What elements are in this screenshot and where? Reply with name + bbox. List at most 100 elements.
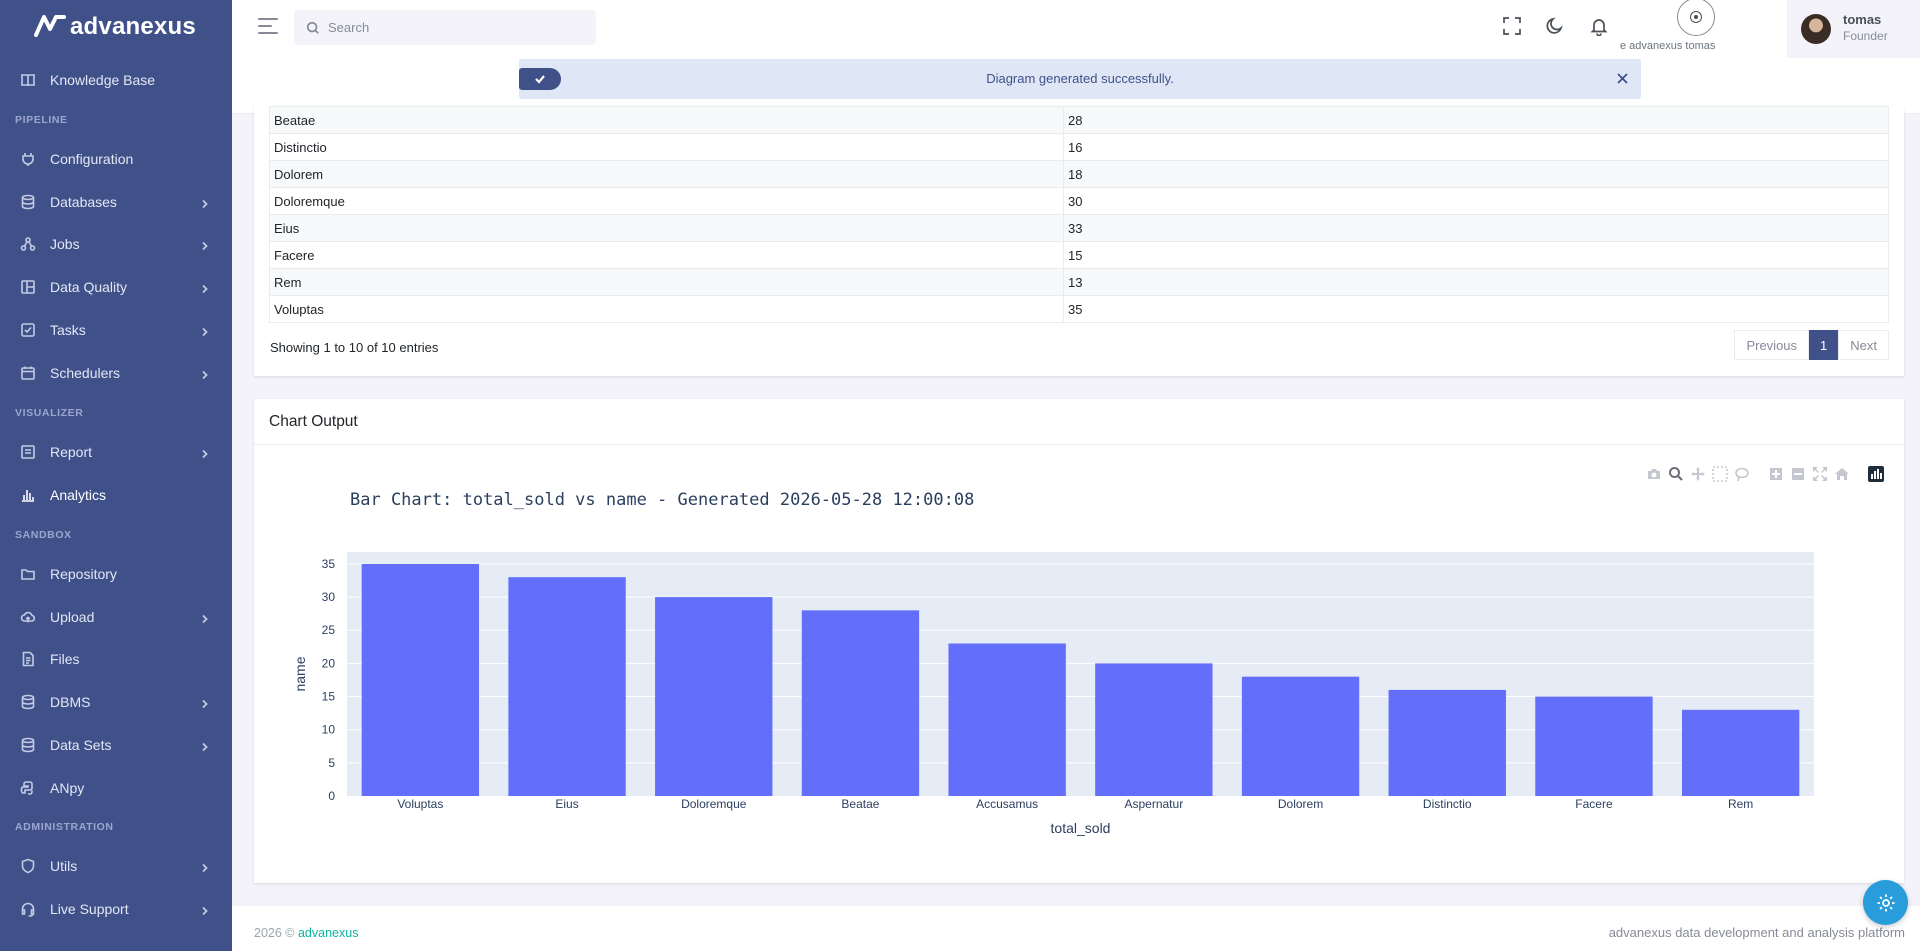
sidebar-section-title: PIPELINE [15, 114, 68, 126]
page-1-button[interactable]: 1 [1809, 330, 1839, 360]
brand-logo[interactable]: advanexus [0, 0, 232, 54]
workflow-icon [20, 236, 36, 252]
chevron-right-icon [200, 739, 210, 751]
sidebar-section-title: VISUALIZER [15, 407, 84, 419]
avatar [1801, 14, 1831, 44]
chevron-right-icon [200, 611, 210, 623]
cell-total-sold: 18 [1063, 160, 1889, 188]
notification-bell-icon[interactable] [1589, 16, 1611, 38]
chart-modebar [1646, 466, 1884, 482]
sidebar-item-label: Repository [50, 566, 117, 582]
chart-card-title: Chart Output [254, 399, 1904, 445]
sidebar-item-live-support[interactable]: Live Support [0, 889, 232, 929]
sidebar-item-label: DBMS [50, 694, 91, 711]
sidebar-item-schedulers[interactable]: Schedulers [0, 353, 232, 393]
settings-gear-button[interactable] [1863, 880, 1908, 925]
cell-name: Voluptas [269, 295, 1064, 323]
x-tick-label: Dolorem [1278, 797, 1323, 811]
chevron-right-icon [200, 196, 210, 208]
book-icon [20, 72, 36, 88]
sidebar-item-knowledge-base[interactable]: Knowledge Base [0, 60, 232, 100]
sidebar-item-anpy[interactable]: ANpy [0, 768, 232, 808]
record-button[interactable] [1677, 0, 1715, 36]
menu-toggle-icon[interactable] [258, 18, 278, 34]
calendar-icon [20, 365, 36, 381]
database-icon [20, 194, 36, 210]
headset-icon [20, 901, 36, 917]
sidebar-item-tasks[interactable]: Tasks [0, 310, 232, 350]
x-axis-title: total_sold [1051, 820, 1111, 836]
bar [1241, 676, 1360, 796]
cloud-upload-icon [20, 609, 36, 625]
sidebar-item-label: Report [50, 444, 93, 460]
y-tick-label: 35 [322, 557, 336, 571]
success-toast: Diagram generated successfully. [519, 59, 1641, 99]
box-select-icon[interactable] [1712, 466, 1728, 482]
sidebar-item-label: Upload [50, 608, 95, 625]
sidebar-item-repository[interactable]: Repository [0, 554, 232, 594]
sidebar-item-files[interactable]: Files [0, 639, 232, 679]
sidebar-item-report[interactable]: Report [0, 432, 232, 472]
database-icon [20, 694, 36, 710]
lasso-select-icon[interactable] [1734, 466, 1750, 482]
camera-icon[interactable] [1646, 466, 1662, 482]
chart-title: Bar Chart: total_sold vs name - Generate… [350, 490, 974, 510]
logo-icon [34, 13, 66, 42]
bar-chart: 0 5 10 15 20 25 30 35 Voluptas Eius Doloremque Beat… [292, 490, 1814, 836]
x-tick-label: Voluptas [397, 797, 443, 811]
pan-icon[interactable] [1690, 466, 1706, 482]
fullscreen-icon[interactable] [1502, 16, 1524, 38]
sidebar-item-data-quality[interactable]: Data Quality [0, 267, 232, 307]
zoom-out-icon[interactable] [1790, 466, 1806, 482]
autoscale-icon[interactable] [1812, 466, 1828, 482]
sidebar-item-analytics[interactable]: Analytics [0, 475, 232, 515]
zoom-in-icon[interactable] [1768, 466, 1784, 482]
y-tick-label: 0 [328, 789, 335, 803]
sidebar-item-label: Databases [50, 193, 117, 210]
footer-brand-link[interactable]: advanexus [297, 926, 359, 940]
chevron-right-icon [200, 860, 210, 873]
toast-message: Diagram generated successfully. [986, 71, 1174, 86]
sidebar-item-label: Configuration [50, 151, 134, 167]
sidebar-item-databases[interactable]: Databases [0, 182, 232, 222]
bar [801, 610, 920, 796]
plotly-logo-icon[interactable] [1868, 466, 1884, 482]
sidebar-item-dbms[interactable]: DBMS [0, 682, 232, 722]
bar [655, 597, 773, 796]
close-icon[interactable] [1616, 72, 1629, 85]
sidebar: advanexus Knowledge Base PIPELINE Configur… [0, 0, 232, 951]
table-row: Facere 15 [269, 241, 1889, 269]
previous-page-button[interactable]: Previous [1734, 330, 1810, 360]
sidebar-item-jobs[interactable]: Jobs [0, 224, 232, 264]
search-input[interactable] [328, 20, 578, 35]
reset-axes-icon[interactable] [1834, 466, 1850, 482]
checkbox-icon [20, 322, 36, 338]
sidebar-item-label: Data Quality [50, 279, 128, 296]
database-icon [20, 737, 36, 753]
sidebar-item-label: Files [50, 651, 80, 668]
user-menu[interactable]: tomas Founder [1787, 0, 1920, 58]
chevron-right-icon [200, 696, 210, 709]
cell-name: Distinctio [269, 133, 1064, 161]
sidebar-section-title: SANDBOX [15, 529, 72, 541]
sidebar-item-data-sets[interactable]: Data Sets [0, 725, 232, 765]
plug-icon [20, 151, 36, 167]
x-tick-label: Doloremque [681, 797, 747, 811]
y-tick-label: 5 [328, 756, 335, 770]
y-tick-label: 25 [322, 623, 336, 637]
zoom-icon[interactable] [1668, 466, 1684, 482]
table-info: Showing 1 to 10 of 10 entries [270, 340, 439, 355]
y-tick-label: 30 [322, 590, 336, 604]
user-name: tomas [1843, 12, 1882, 27]
sidebar-item-upload[interactable]: Upload [0, 597, 232, 637]
cell-name: Eius [269, 214, 1064, 242]
user-role: Founder [1843, 29, 1888, 43]
next-page-button[interactable]: Next [1838, 330, 1889, 360]
x-tick-label: Accusamus [976, 797, 1038, 811]
dark-mode-icon[interactable] [1545, 16, 1567, 38]
chevron-right-icon [200, 281, 210, 294]
sidebar-item-utils[interactable]: Utils [0, 846, 232, 886]
sidebar-item-configuration[interactable]: Configuration [0, 139, 232, 179]
search-box[interactable] [294, 10, 596, 45]
footer-copyright: 2026 © advanexus [254, 926, 358, 940]
